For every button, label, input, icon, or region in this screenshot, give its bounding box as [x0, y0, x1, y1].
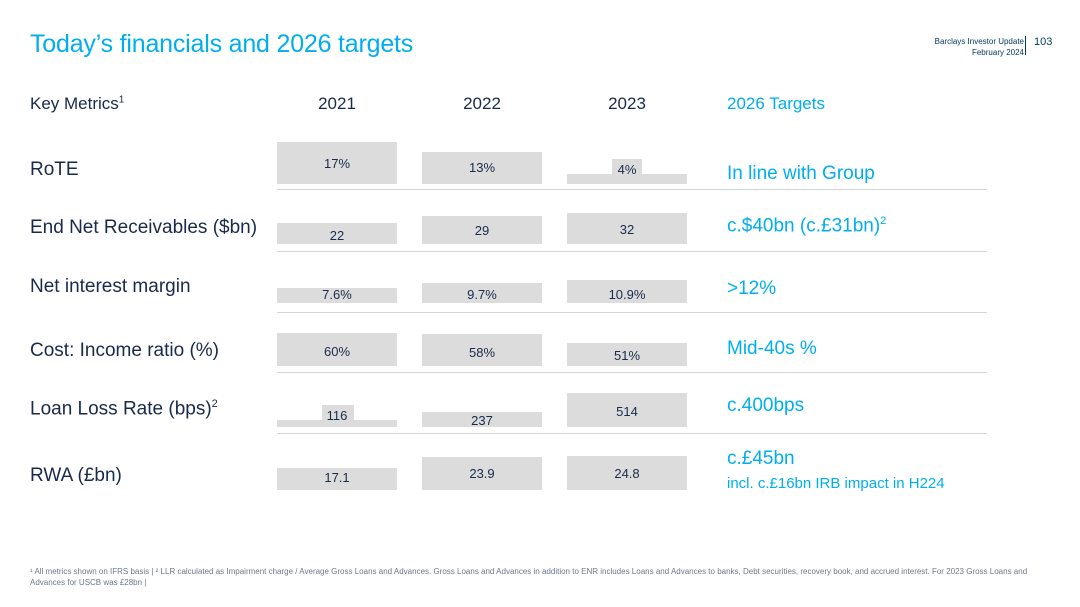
value-cir-2022: 58%	[468, 345, 496, 360]
key-metrics-header: Key Metrics1	[30, 94, 124, 114]
value-rote-2022: 13%	[468, 160, 496, 175]
bar-llr-2021	[277, 420, 397, 427]
row-divider	[277, 251, 987, 252]
target-end-net-receivables: c.$40bn (c.£31bn)2	[727, 215, 886, 237]
value-llr-2023: 514	[616, 404, 638, 419]
header-line-2: February 2024	[971, 48, 1024, 57]
year-header-2022: 2022	[463, 94, 501, 113]
bar-rwa-2021	[277, 468, 397, 490]
value-nim-2022: 9.7%	[467, 287, 497, 302]
page-title: Today’s financials and 2026 targets	[30, 30, 414, 58]
metric-label-loan-loss-rate: Loan Loss Rate (bps)2	[30, 398, 218, 420]
value-cir-2023: 51%	[613, 348, 641, 363]
metric-sup: 2	[211, 398, 218, 410]
header-info: Barclays Investor Update February 2024	[935, 36, 1024, 58]
value-enr-2023: 32	[619, 222, 635, 237]
value-rwa-2023: 24.8	[614, 466, 640, 481]
metric-label-rote: RoTE	[30, 159, 79, 181]
bar-rwa-2023	[567, 456, 687, 490]
metric-label-cost-income-ratio: Cost: Income ratio (%)	[30, 340, 219, 361]
target-rwa-note: incl. c.£16bn IRB impact in H224	[727, 475, 945, 492]
bar-llr-2023	[567, 393, 687, 427]
year-header-2023: 2023	[608, 94, 646, 113]
bar-nim-2022	[422, 283, 542, 303]
metric-label-end-net-receivables: End Net Receivables ($bn)	[30, 217, 258, 238]
year-header-2021: 2021	[318, 94, 356, 113]
target-loan-loss-rate: c.400bps	[727, 395, 805, 416]
metric-label-rwa: RWA (£bn)	[30, 465, 122, 486]
bar-rwa-2022	[422, 457, 542, 490]
value-nim-2023: 10.9%	[608, 287, 646, 302]
key-metrics-label: Key Metrics	[30, 94, 119, 113]
value-enr-2021: 22	[329, 228, 345, 243]
bar-llr-2022	[422, 412, 542, 427]
targets-header: 2026 Targets	[727, 94, 825, 113]
value-rwa-2021: 17.1	[324, 470, 350, 485]
target-text: c.$40bn (c.£31bn)	[727, 215, 881, 237]
header-line-1: Barclays Investor Update	[934, 37, 1024, 46]
row-divider	[277, 312, 987, 313]
bar-rote-2021	[277, 142, 397, 184]
row-divider	[277, 372, 987, 373]
bar-rote-2022	[422, 152, 542, 184]
value-llr-2022: 237	[471, 413, 493, 428]
value-cir-2021: 60%	[323, 344, 351, 359]
target-cost-income-ratio: Mid-40s %	[727, 338, 817, 359]
target-text: In line with Group	[727, 163, 875, 184]
bar-cir-2021	[277, 333, 397, 366]
bar-enr-2021	[277, 223, 397, 244]
bar-llr-2021-label-bg	[322, 405, 354, 420]
target-rote: In line with Group	[727, 163, 875, 185]
page-number: 103	[1034, 36, 1053, 48]
bar-cir-2022	[422, 334, 542, 366]
target-sup: 2	[880, 215, 887, 227]
row-divider	[277, 433, 987, 434]
target-rwa: c.£45bn	[727, 448, 795, 469]
metric-text: Loan Loss Rate (bps)	[30, 398, 212, 420]
bar-nim-2023	[567, 280, 687, 303]
header-divider	[1025, 36, 1026, 55]
key-metrics-sup: 1	[118, 94, 125, 106]
target-net-interest-margin: >12%	[727, 278, 777, 299]
bar-cir-2023	[567, 343, 687, 366]
bar-rote-2023-label-bg	[612, 159, 642, 174]
bar-rote-2023	[567, 174, 687, 184]
footnote: ¹ All metrics shown on IFRS basis | ² LL…	[30, 567, 1028, 587]
value-nim-2021: 7.6%	[322, 287, 352, 302]
value-rwa-2022: 23.9	[469, 466, 495, 481]
value-enr-2022: 29	[474, 223, 490, 238]
value-rote-2023: 4%	[617, 162, 637, 177]
value-llr-2021: 116	[326, 408, 348, 423]
row-divider	[277, 189, 987, 190]
metric-text: RoTE	[30, 159, 79, 180]
bar-nim-2021	[277, 288, 397, 303]
metric-label-net-interest-margin: Net interest margin	[30, 276, 191, 297]
bar-enr-2022	[422, 216, 542, 244]
value-rote-2021: 17%	[323, 156, 351, 171]
bar-enr-2023	[567, 213, 687, 244]
